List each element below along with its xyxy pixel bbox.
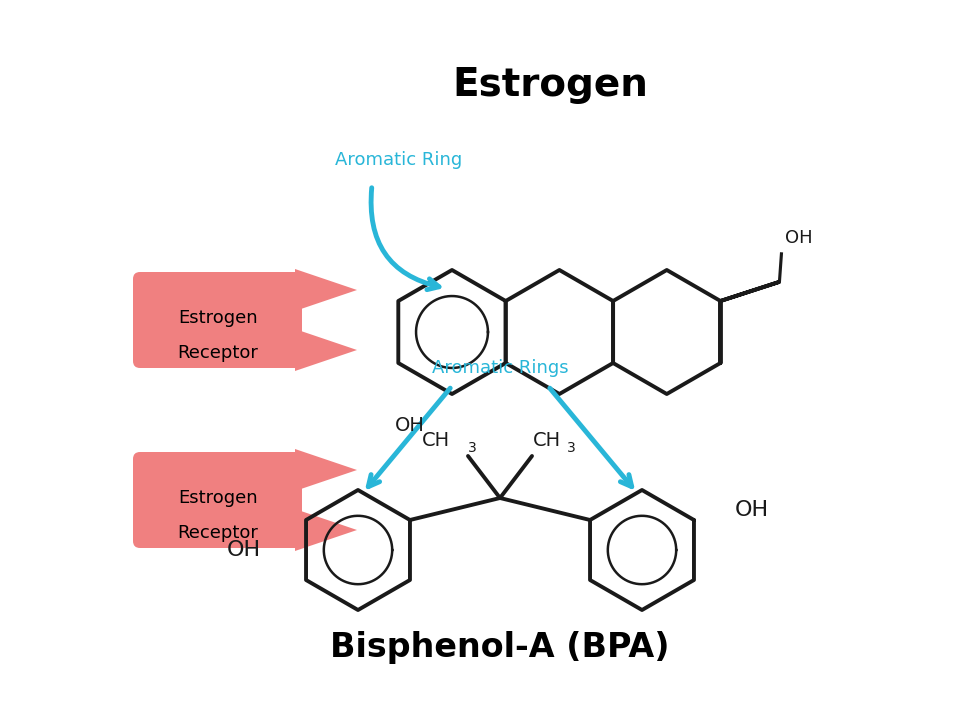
Text: Receptor: Receptor [178,524,258,542]
Text: Estrogen: Estrogen [179,309,258,327]
Polygon shape [295,509,357,551]
Polygon shape [295,449,357,491]
FancyBboxPatch shape [133,452,302,548]
Text: CH: CH [421,431,450,450]
FancyBboxPatch shape [133,272,302,368]
Text: Estrogen: Estrogen [452,66,648,104]
Polygon shape [295,269,357,311]
Text: Receptor: Receptor [178,344,258,362]
Text: CH: CH [533,431,562,450]
Text: 3: 3 [468,441,477,455]
Text: Aromatic Ring: Aromatic Ring [335,151,463,169]
Text: Aromatic Rings: Aromatic Rings [432,359,568,377]
Text: OH: OH [735,500,769,520]
Text: OH: OH [227,540,261,560]
Polygon shape [295,329,357,371]
Text: Bisphenol-A (BPA): Bisphenol-A (BPA) [330,631,670,665]
Text: OH: OH [396,416,425,435]
Text: OH: OH [785,229,813,247]
Text: Estrogen: Estrogen [179,489,258,507]
Text: 3: 3 [567,441,576,455]
